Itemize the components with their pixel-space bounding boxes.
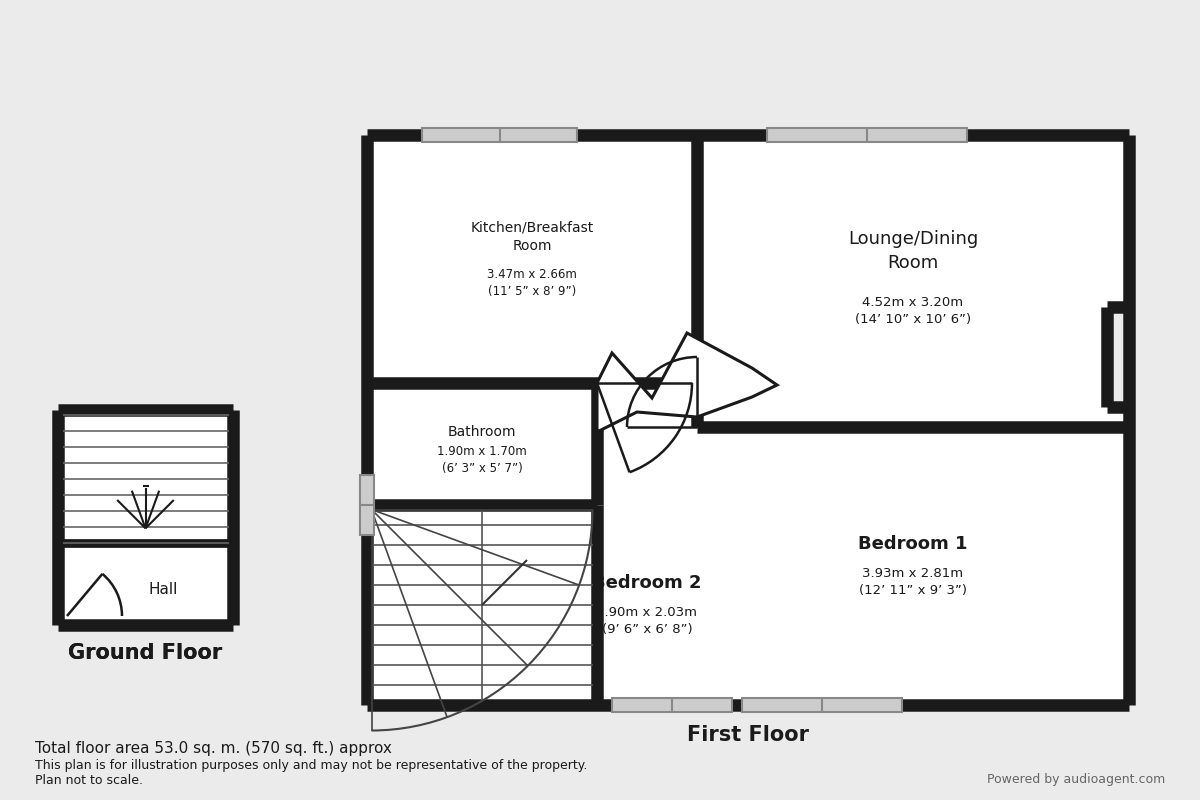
Text: Total floor area 53.0 sq. m. (570 sq. ft.) approx: Total floor area 53.0 sq. m. (570 sq. ft…: [35, 741, 392, 755]
Bar: [612, 698, 732, 712]
Bar: [742, 698, 902, 712]
Bar: [422, 128, 577, 142]
Bar: [612, 698, 732, 712]
Bar: [767, 128, 967, 142]
Text: Powered by audioagent.com: Powered by audioagent.com: [986, 774, 1165, 786]
Bar: [367, 135, 1129, 705]
Text: Ground Floor: Ground Floor: [68, 643, 223, 663]
Text: First Floor: First Floor: [686, 725, 809, 745]
Bar: [767, 128, 967, 142]
Text: Hall: Hall: [149, 582, 178, 598]
Text: Bedroom 2: Bedroom 2: [593, 574, 702, 592]
Text: Lounge/Dining
Room: Lounge/Dining Room: [848, 230, 978, 272]
Text: 1.90m x 1.70m
(6’ 3” x 5’ 7”): 1.90m x 1.70m (6’ 3” x 5’ 7”): [437, 445, 527, 475]
Text: Plan not to scale.: Plan not to scale.: [35, 774, 143, 786]
Bar: [422, 128, 577, 142]
Bar: [612, 698, 732, 712]
Text: Kitchen/Breakfast
Room: Kitchen/Breakfast Room: [470, 221, 594, 253]
Bar: [742, 698, 902, 712]
Bar: [360, 475, 374, 535]
Text: Bathroom: Bathroom: [448, 425, 516, 439]
Text: 3.93m x 2.81m
(12’ 11” x 9’ 3”): 3.93m x 2.81m (12’ 11” x 9’ 3”): [859, 567, 967, 597]
Text: Ground Floor: Ground Floor: [68, 643, 223, 663]
Text: This plan is for illustration purposes only and may not be representative of the: This plan is for illustration purposes o…: [35, 758, 587, 771]
Polygon shape: [598, 333, 778, 505]
Bar: [767, 128, 967, 142]
Text: Bedroom 1: Bedroom 1: [858, 535, 967, 553]
Bar: [1108, 307, 1134, 407]
Text: 4.52m x 3.20m
(14’ 10” x 10’ 6”): 4.52m x 3.20m (14’ 10” x 10’ 6”): [854, 296, 971, 326]
Bar: [360, 475, 374, 535]
Text: 3.47m x 2.66m
(11’ 5” x 8’ 9”): 3.47m x 2.66m (11’ 5” x 8’ 9”): [487, 268, 577, 298]
Bar: [422, 128, 577, 142]
Text: 2.90m x 2.03m
(9’ 6” x 6’ 8”): 2.90m x 2.03m (9’ 6” x 6’ 8”): [596, 606, 697, 636]
Bar: [58, 410, 233, 625]
Bar: [360, 475, 374, 535]
Bar: [742, 698, 902, 712]
